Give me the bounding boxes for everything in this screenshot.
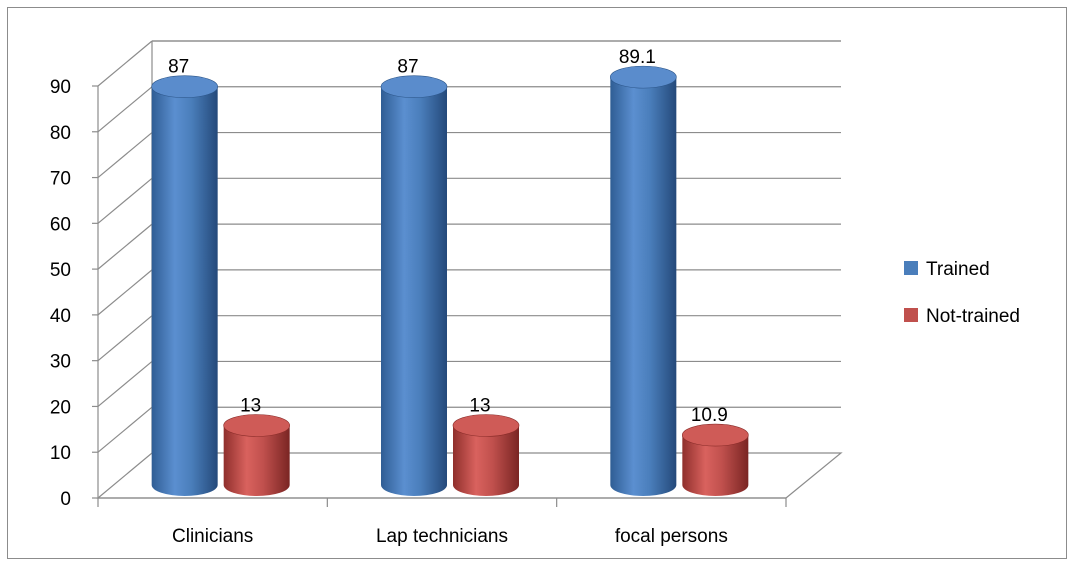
- gridline-diagonal: [97, 132, 153, 179]
- x-tick-label: Clinicians: [172, 526, 253, 547]
- y-tick-label: 40: [50, 306, 71, 327]
- bar-top: [223, 414, 290, 437]
- bar-body: [682, 435, 749, 496]
- data-label: 10.9: [691, 405, 728, 426]
- gridline-diagonal: [97, 315, 153, 362]
- legend: Trained Not-trained: [904, 259, 1020, 327]
- gridline-diagonal: [97, 40, 153, 87]
- gridline-diagonal: [97, 406, 153, 453]
- bar-top: [380, 75, 448, 99]
- bar-chart: 0 10 20 30 40 50 60 70 80 90 Clinicians Lap technic…: [50, 40, 1020, 547]
- bar-body: [453, 425, 519, 496]
- bar-trained: [151, 75, 218, 496]
- data-label: 13: [469, 395, 490, 416]
- bar-body: [151, 86, 218, 496]
- bar-top: [452, 414, 520, 437]
- gridline-diagonal: [97, 86, 153, 133]
- bar-not-trained: [452, 414, 520, 496]
- x-tick-label: focal persons: [615, 526, 728, 547]
- gridlines: [97, 40, 841, 453]
- chart-area: 0 10 20 30 40 50 60 70 80 90 Clinicians Lap technic…: [7, 7, 1067, 559]
- data-label: 13: [240, 395, 261, 416]
- legend-label: Trained: [926, 259, 990, 280]
- gridline-diagonal: [97, 269, 153, 316]
- bar-top: [610, 65, 677, 89]
- y-tick-label: 30: [50, 352, 71, 373]
- bar-not-trained: [223, 414, 290, 496]
- y-tick-label: 60: [50, 214, 71, 235]
- y-tick-label: 90: [50, 77, 71, 98]
- y-tick-label: 20: [50, 397, 71, 418]
- bar-trained: [610, 65, 677, 497]
- y-tick-label: 70: [50, 169, 71, 190]
- y-tick-label: 50: [50, 260, 71, 281]
- labels: 0 10 20 30 40 50 60 70 80 90 Clinicians Lap technic…: [50, 47, 728, 547]
- bar-top: [151, 75, 218, 99]
- bar-trained: [380, 75, 448, 496]
- legend-label: Not-trained: [926, 306, 1020, 327]
- data-label: 89.1: [619, 47, 656, 68]
- bar-body: [381, 86, 447, 496]
- gridline-diagonal: [97, 223, 153, 270]
- gridline-diagonal: [97, 177, 153, 224]
- legend-swatch: [904, 308, 918, 322]
- bar-body: [223, 425, 290, 496]
- y-tick-label: 0: [60, 489, 71, 510]
- y-tick-label: 80: [50, 123, 71, 144]
- bar-body: [610, 77, 677, 497]
- legend-swatch: [904, 261, 918, 275]
- x-tick-label: Lap technicians: [376, 526, 508, 547]
- y-tick-label: 10: [50, 443, 71, 464]
- data-label: 87: [168, 57, 189, 78]
- bar-top: [682, 423, 749, 447]
- bar-not-trained: [682, 423, 749, 496]
- data-label: 87: [397, 57, 418, 78]
- gridline-diagonal: [97, 360, 153, 407]
- bars: [151, 65, 749, 497]
